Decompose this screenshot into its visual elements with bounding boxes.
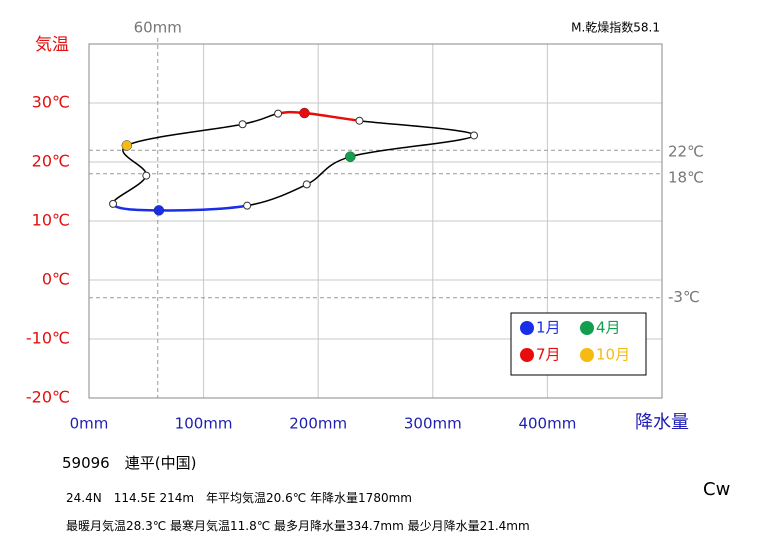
- y-tick-label: -20℃: [26, 388, 70, 407]
- month-point: [243, 201, 252, 210]
- plot-border: [88, 43, 663, 399]
- month-point: [302, 180, 311, 189]
- climate-curve: [247, 183, 308, 207]
- y-tick-label: -10℃: [26, 329, 70, 348]
- climate-curve: [126, 123, 243, 147]
- x-tick-label: 200mm: [289, 415, 347, 433]
- month-point: [238, 120, 247, 129]
- legend-marker: [580, 321, 594, 335]
- legend-marker: [580, 348, 594, 362]
- y-tick-label: 30℃: [32, 93, 70, 112]
- month-point: [470, 131, 479, 140]
- month-point: [142, 171, 151, 180]
- y-axis-title: 気温: [35, 35, 69, 55]
- month-point: [109, 199, 118, 208]
- reference-label: 18℃: [668, 168, 704, 186]
- station: 59096 連平(中国): [62, 454, 197, 472]
- x-tick-label: 300mm: [404, 415, 462, 433]
- chart-title: M.乾燥指数58.1: [571, 20, 660, 35]
- climate-type: Cw: [703, 479, 731, 500]
- info: 24.4N 114.5E 214m 年平均気温20.6℃ 年降水量1780mm: [66, 491, 412, 505]
- legend-label: 4月: [596, 319, 621, 337]
- x-tick-label: 0mm: [70, 415, 109, 433]
- legend-label: 1月: [536, 319, 561, 337]
- month-point: [153, 205, 165, 216]
- x-tick-label: 400mm: [518, 415, 576, 433]
- climate-curve: [158, 204, 248, 212]
- legend-marker: [520, 321, 534, 335]
- month-point: [299, 107, 310, 119]
- legend-box: [510, 312, 647, 376]
- y-tick-label: 0℃: [42, 270, 70, 289]
- info: 最暖月気温28.3℃ 最寒月気温11.8℃ 最多月降水量334.7mm 最少月降…: [66, 519, 530, 533]
- month-point: [355, 116, 364, 125]
- x-tick-label: 100mm: [175, 415, 233, 433]
- legend-label: 10月: [596, 346, 630, 364]
- legend-marker: [520, 348, 534, 362]
- y-tick-label: 20℃: [32, 152, 70, 171]
- climate-curve: [350, 134, 475, 158]
- month-point: [274, 109, 283, 118]
- reference-label: 22℃: [668, 143, 704, 161]
- x-axis-title: 降水量: [635, 412, 689, 433]
- climate-curve: [306, 155, 351, 186]
- legend-label: 7月: [536, 346, 561, 364]
- month-point: [345, 151, 356, 162]
- reference-label: -3℃: [668, 288, 700, 306]
- month-point: [121, 140, 133, 151]
- y-tick-label: 10℃: [32, 211, 70, 230]
- reference-label: 60mm: [134, 19, 182, 37]
